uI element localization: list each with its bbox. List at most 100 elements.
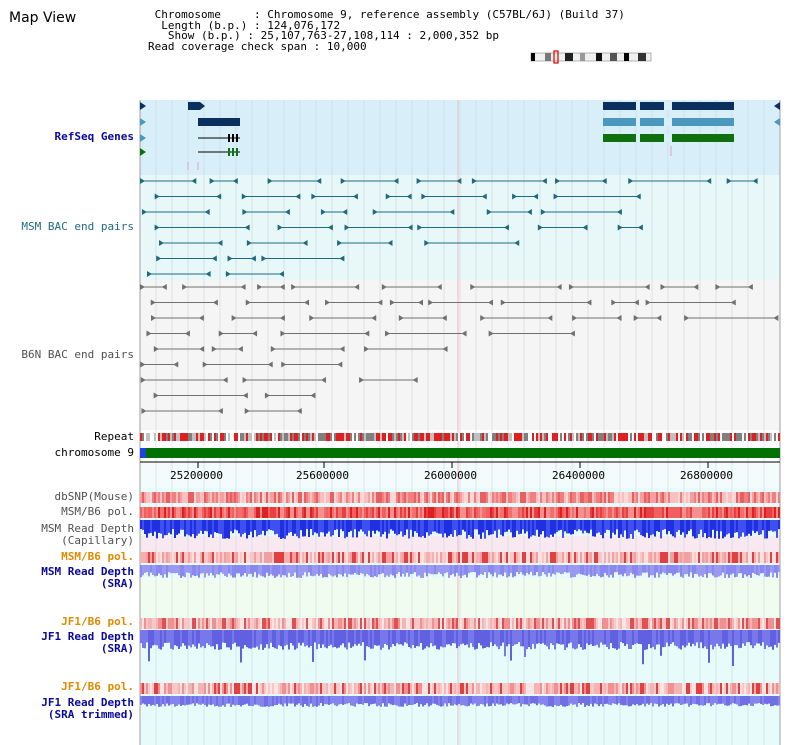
msm-pol2-cell — [608, 552, 610, 563]
msm-depth-sra-label-1[interactable]: MSM Read Depth — [41, 565, 134, 578]
msm-pol2-cell — [302, 552, 304, 563]
msm-cap-depth-bar — [432, 520, 434, 532]
jf1-pol-cell — [674, 618, 676, 629]
msm-pol2-cell — [260, 552, 262, 563]
dbsnp-cell — [730, 492, 732, 503]
msm-pol-cell — [240, 507, 242, 518]
msm-sra-depth-bar — [380, 565, 382, 574]
msm-pol2-cell — [604, 552, 606, 563]
dbsnp-cell — [422, 492, 424, 503]
jf1-depth-trim-label-1[interactable]: JF1 Read Depth — [41, 696, 134, 709]
dbsnp-cell — [442, 492, 444, 503]
msm-pair-end — [424, 240, 430, 246]
b6n-pair-end — [182, 284, 188, 290]
msm-pol2-cell — [330, 552, 332, 563]
msm-depth-cap-label-1[interactable]: MSM Read Depth — [41, 522, 134, 535]
msm-pol-cell — [452, 507, 454, 518]
jf1-depth-bar — [550, 630, 552, 644]
jf1-pol-cell — [388, 618, 390, 629]
msm-pol2-cell — [426, 552, 428, 563]
jf1-trim-depth-bar — [476, 696, 478, 707]
msm-pol-cell — [504, 507, 506, 518]
jf1-b6-pol-label-2[interactable]: JF1/B6 pol. — [61, 680, 134, 693]
msm-pol2-cell — [594, 552, 596, 563]
dbsnp-cell — [684, 492, 686, 503]
jf1-depth-bar — [368, 630, 370, 648]
dbsnp-cell — [440, 492, 442, 503]
refseq-genes-label[interactable]: RefSeq Genes — [54, 130, 134, 143]
b6n-pair-end — [320, 377, 326, 383]
jf1-pol-cell — [532, 618, 534, 629]
jf1-depth-bar — [298, 630, 300, 643]
jf1-pol2-cell — [726, 683, 728, 694]
msm-pol-cell — [752, 507, 754, 518]
jf1-pol2-cell — [168, 683, 170, 694]
msm-pol-cell — [574, 507, 576, 518]
jf1-trim-depth-bar — [400, 696, 402, 707]
msm-pair-end — [159, 240, 165, 246]
b6n-pair-end — [150, 299, 156, 306]
msm-pol2-cell — [592, 552, 594, 563]
msm-cap-depth-bar — [354, 520, 356, 530]
msm-pol2-cell — [590, 552, 592, 563]
jf1-trim-depth-bar — [354, 696, 356, 707]
jf1-depth-bar — [190, 630, 192, 648]
jf1-pol2-cell — [296, 683, 298, 694]
msm-pol2-cell — [544, 552, 546, 563]
jf1-pol-cell — [630, 618, 632, 629]
dbsnp-cell — [448, 492, 450, 503]
dbsnp-cell — [774, 492, 776, 503]
dbsnp-label[interactable]: dbSNP(Mouse) — [54, 490, 134, 503]
msm-sra-depth-bar — [740, 565, 742, 574]
msm-pol2-cell — [570, 552, 572, 563]
jf1-pol2-cell — [352, 683, 354, 694]
msm-sra-depth-bar — [344, 565, 346, 574]
repeat-cell — [620, 433, 622, 441]
msm-sra-depth-bar — [264, 565, 266, 578]
dbsnp-cell — [308, 492, 310, 503]
msm-bac-label[interactable]: MSM BAC end pairs — [21, 220, 134, 233]
msm-pol-cell — [612, 507, 614, 518]
jf1-pol-cell — [488, 618, 490, 629]
msm-pol2-cell — [142, 552, 144, 563]
msm-pair-end — [617, 224, 623, 231]
msm-pol-cell — [634, 507, 636, 518]
jf1-pol2-cell — [638, 683, 640, 694]
msm-pair-end — [241, 193, 247, 200]
dbsnp-cell — [300, 492, 302, 503]
jf1-depth-label-1[interactable]: JF1 Read Depth — [41, 630, 134, 643]
msm-b6-pol-label-2[interactable]: MSM/B6 pol. — [61, 550, 134, 563]
jf1-pol2-cell — [266, 683, 268, 694]
msm-cap-depth-bar — [394, 520, 396, 534]
jf1-b6-pol-label-1[interactable]: JF1/B6 pol. — [61, 615, 134, 628]
msm-cap-depth-bar — [492, 520, 494, 535]
b6n-bac-label[interactable]: B6N BAC end pairs — [21, 348, 134, 361]
jf1-trim-depth-bar — [342, 696, 344, 705]
jf1-pol2-cell — [512, 683, 514, 694]
msm-pol2-cell — [776, 552, 778, 563]
jf1-trim-depth-bar — [638, 696, 640, 706]
jf1-trim-depth-bar — [288, 696, 290, 704]
msm-pol-cell — [432, 507, 434, 518]
jf1-trim-depth-bar — [526, 696, 528, 705]
msm-pol2-cell — [274, 552, 276, 563]
msm-pol2-cell — [700, 552, 702, 563]
msm-pol-cell — [160, 507, 162, 518]
jf1-depth-bar — [626, 630, 628, 645]
jf1-depth-bar — [424, 630, 426, 649]
dbsnp-cell — [502, 492, 504, 503]
b6n-pair-end — [436, 284, 442, 290]
msm-pol-cell — [208, 507, 210, 518]
msm-pol2-cell — [632, 552, 634, 563]
jf1-trim-depth-bar — [422, 696, 424, 707]
repeat-cell — [360, 433, 362, 441]
msm-pol2-cell — [528, 552, 530, 563]
msm-sra-depth-bar — [712, 565, 714, 576]
dbsnp-cell — [464, 492, 466, 503]
jf1-pol2-cell — [764, 683, 766, 694]
msm-b6-pol-label-1[interactable]: MSM/B6 pol. — [61, 505, 134, 518]
msm-sra-depth-bar — [224, 565, 226, 576]
jf1-trim-depth-bar — [278, 696, 280, 704]
jf1-depth-bar — [212, 630, 214, 647]
